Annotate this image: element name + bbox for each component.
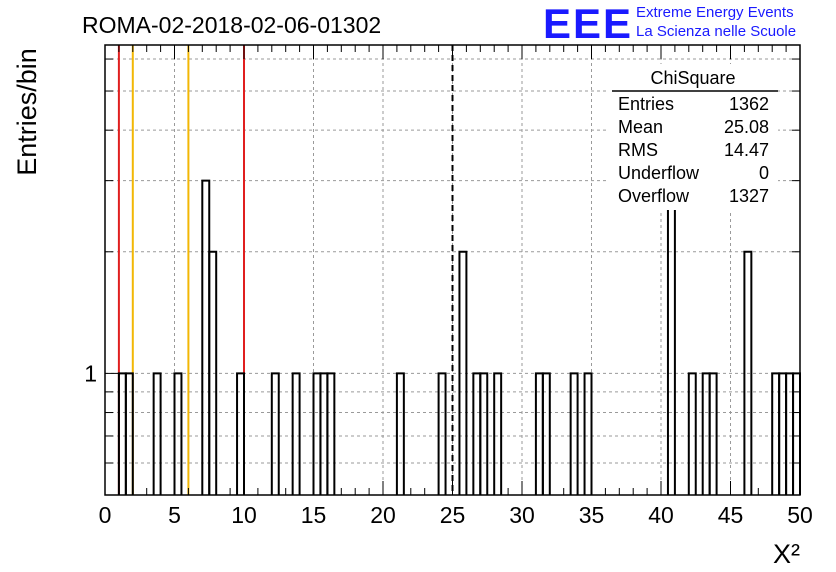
eee-logo: EEE xyxy=(543,0,634,47)
histogram-bin xyxy=(395,372,405,495)
histogram-bin xyxy=(493,372,503,495)
histogram-bin xyxy=(201,179,211,495)
x-tick-label: 10 xyxy=(231,502,257,528)
y-axis-label: Entries/bin xyxy=(12,48,42,176)
stats-row-value: 0 xyxy=(759,163,769,183)
x-tick-label: 5 xyxy=(168,502,181,528)
histogram-bin xyxy=(236,372,245,495)
x-axis-label: X² xyxy=(773,539,800,569)
run-title: ROMA-02-2018-02-06-01302 xyxy=(82,12,381,38)
stats-row-label: Overflow xyxy=(618,186,690,206)
histogram-series xyxy=(117,179,801,495)
stats-row-value: 14.47 xyxy=(724,140,769,160)
stats-row-value: 1362 xyxy=(729,94,769,114)
stats-row-value: 25.08 xyxy=(724,117,769,137)
x-tick-label: 45 xyxy=(718,502,744,528)
x-tick-label: 15 xyxy=(301,502,327,528)
x-tick-label: 50 xyxy=(787,502,813,528)
stats-row-label: Entries xyxy=(618,94,674,114)
reference-lines xyxy=(117,45,454,495)
histogram-bin xyxy=(583,372,593,495)
stats-row-label: RMS xyxy=(618,140,658,160)
x-tick-label: 30 xyxy=(509,502,535,528)
x-tick-label: 40 xyxy=(648,502,674,528)
x-tick-label: 35 xyxy=(579,502,605,528)
x-tick-label: 20 xyxy=(370,502,396,528)
histogram-bin xyxy=(124,372,134,495)
histogram-bin xyxy=(479,372,489,495)
histogram-bin xyxy=(326,372,336,495)
axes: 0 5 10 15 20 25 30 35 40 45 50 1 xyxy=(84,44,813,528)
x-tick-label: 25 xyxy=(440,502,466,528)
histogram-bin xyxy=(173,372,183,495)
x-tick-label: 0 xyxy=(99,502,112,528)
stats-box: ChiSquare Entries 1362 Mean 25.08 RMS 14.47 Und… xyxy=(608,64,778,210)
histogram-bin xyxy=(291,372,301,495)
logo-line-1: Extreme Energy Events xyxy=(636,4,794,21)
histogram-bin xyxy=(569,372,579,495)
histogram-bin xyxy=(708,372,718,495)
histogram-bin xyxy=(541,372,551,495)
histogram-bin xyxy=(208,250,218,495)
histogram-bin xyxy=(458,250,468,495)
stats-row-value: 1327 xyxy=(729,186,769,206)
stats-row-label: Underflow xyxy=(618,163,700,183)
logo-line-2: La Scienza nelle Scuole xyxy=(636,23,797,40)
stats-box-background xyxy=(608,64,778,210)
stats-title: ChiSquare xyxy=(650,68,735,88)
y-tick-label: 1 xyxy=(84,360,97,386)
histogram-bin xyxy=(152,372,162,495)
histogram-bin xyxy=(666,179,676,495)
histogram-bin xyxy=(687,372,697,495)
histogram-bin xyxy=(437,372,447,495)
histogram-bin xyxy=(743,250,753,495)
histogram-bin xyxy=(270,372,280,495)
stats-row-label: Mean xyxy=(618,117,663,137)
